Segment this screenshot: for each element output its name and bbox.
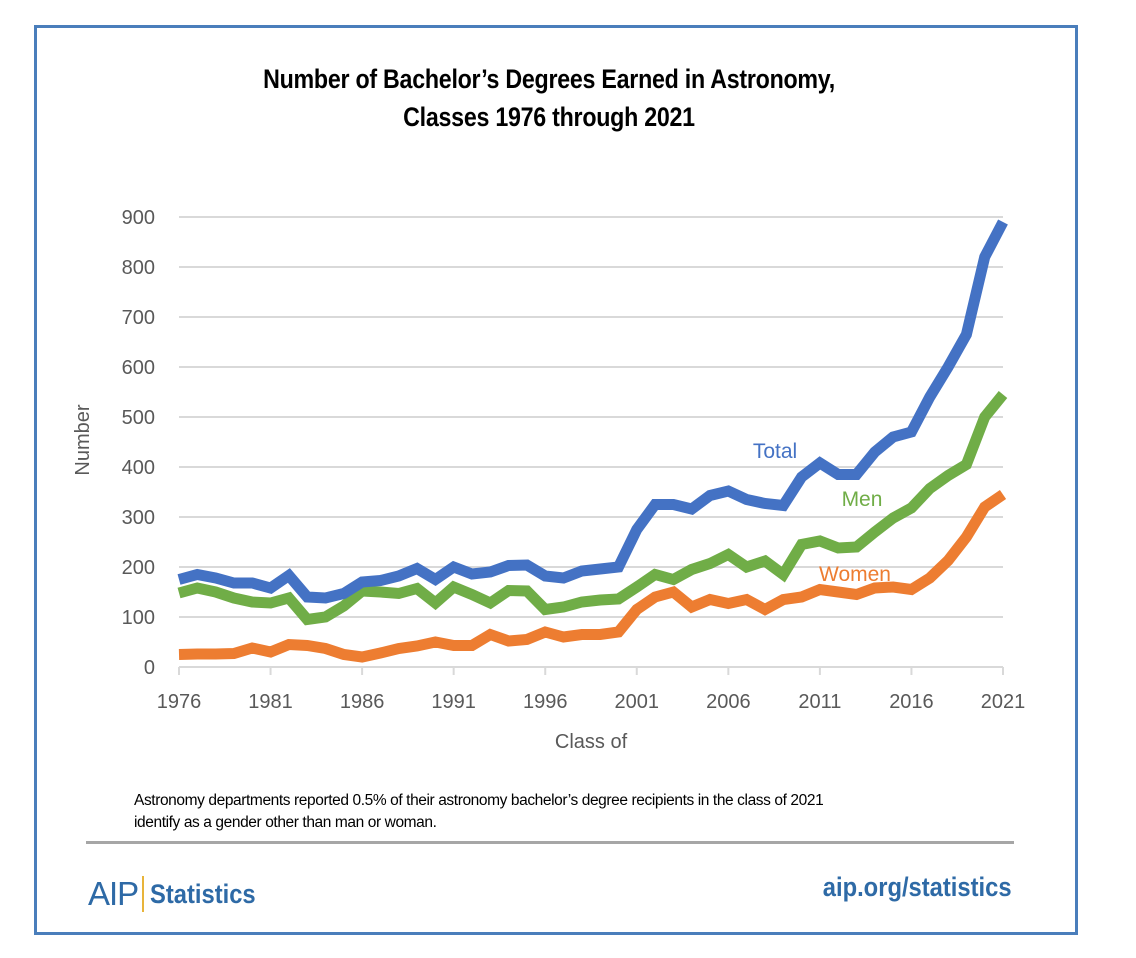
chart-title: Number of Bachelor’s Degrees Earned in A… bbox=[77, 60, 1021, 136]
aip-statistics-logo: AIP Statistics bbox=[88, 874, 270, 914]
x-tick-label: 2021 bbox=[981, 691, 1026, 713]
x-tick-label: 2001 bbox=[615, 691, 660, 713]
y-axis-label: Number bbox=[72, 404, 94, 475]
series-label-women: Women bbox=[819, 563, 891, 586]
y-tick-label: 600 bbox=[122, 357, 155, 379]
y-tick-label: 100 bbox=[122, 607, 155, 629]
series-lines bbox=[177, 219, 1008, 663]
y-tick-labels: 0 100 200 300 400 500 600 700 800 900 bbox=[122, 207, 155, 679]
y-tick-label: 500 bbox=[122, 407, 155, 429]
series-line-men bbox=[177, 391, 1008, 626]
series-label-men: Men bbox=[842, 488, 883, 511]
x-tick-label: 1996 bbox=[523, 691, 568, 713]
x-tick-label: 2016 bbox=[889, 691, 934, 713]
y-tick-label: 0 bbox=[144, 657, 155, 679]
chart-title-line-2: Classes 1976 through 2021 bbox=[403, 102, 695, 132]
y-tick-label: 400 bbox=[122, 457, 155, 479]
x-tick-label: 2006 bbox=[706, 691, 751, 713]
logo-aip-text: AIP bbox=[88, 875, 139, 912]
x-tick-label: 1976 bbox=[157, 691, 202, 713]
x-tick-label: 1986 bbox=[340, 691, 385, 713]
footer-divider bbox=[86, 841, 1014, 844]
x-tick-label: 1991 bbox=[431, 691, 476, 713]
y-tick-label: 900 bbox=[122, 207, 155, 229]
series-line-total bbox=[177, 219, 1008, 604]
y-tick-label: 300 bbox=[122, 507, 155, 529]
series-label-total: Total bbox=[753, 440, 797, 463]
y-tick-label: 200 bbox=[122, 557, 155, 579]
x-tick-labels: 1976 1981 1986 1991 1996 2001 2006 2011 2016 2021 bbox=[157, 691, 1026, 713]
logo-divider-bar bbox=[142, 876, 145, 912]
x-axis bbox=[178, 666, 1004, 675]
series-line-women bbox=[178, 489, 1007, 663]
x-tick-label: 1981 bbox=[248, 691, 293, 713]
footnote: Astronomy departments reported 0.5% of t… bbox=[134, 790, 1034, 834]
y-tick-label: 800 bbox=[122, 257, 155, 279]
y-tick-label: 700 bbox=[122, 307, 155, 329]
logo-statistics-text: Statistics bbox=[150, 878, 256, 909]
chart-title-line-1: Number of Bachelor’s Degrees Earned in A… bbox=[263, 64, 835, 94]
chart-frame bbox=[34, 25, 1078, 935]
website-link[interactable]: aip.org/statistics bbox=[823, 872, 1012, 902]
series-labels: Total Men Women bbox=[753, 440, 891, 586]
x-axis-label: Class of bbox=[555, 731, 628, 753]
x-tick-label: 2011 bbox=[798, 691, 841, 713]
footnote-line-2: identify as a gender other than man or w… bbox=[134, 814, 437, 831]
footnote-line-1: Astronomy departments reported 0.5% of t… bbox=[134, 792, 824, 809]
gridlines bbox=[179, 216, 1003, 618]
